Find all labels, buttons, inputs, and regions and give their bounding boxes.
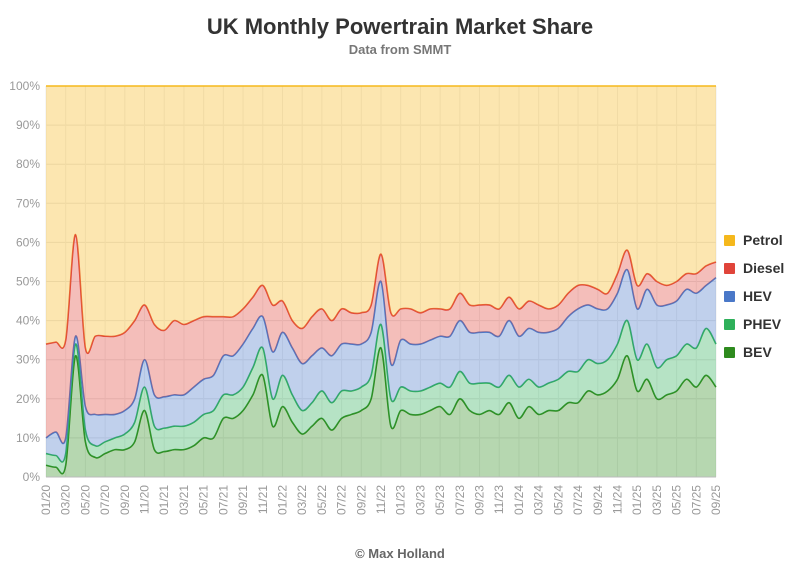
x-tick-label: 11/21 (256, 485, 270, 514)
legend-swatch (724, 318, 735, 330)
x-tick-label: 05/22 (315, 485, 329, 515)
line-hev (45, 268, 717, 445)
x-tick-label: 07/20 (98, 485, 112, 515)
x-tick-label: 05/20 (78, 485, 92, 515)
line-phev (45, 319, 717, 463)
legend-swatch (724, 290, 735, 302)
y-tick-label: 70% (16, 196, 40, 210)
x-tick-label: 11/22 (374, 485, 388, 514)
legend: Petrol Diesel HEV PHEV BEV (724, 226, 784, 366)
legend-label: Petrol (743, 232, 783, 248)
x-tick-label: 09/24 (591, 485, 605, 515)
x-tick-label: 01/22 (275, 485, 289, 515)
area-bev (46, 347, 716, 477)
x-tick-label: 03/23 (413, 485, 427, 515)
x-tick-label: 07/24 (571, 485, 585, 515)
x-tick-label: 03/25 (650, 485, 664, 515)
x-tick-label: 09/21 (236, 485, 250, 515)
y-tick-label: 60% (16, 235, 40, 249)
x-tick-label: 03/22 (295, 485, 309, 515)
x-tick-label: 01/21 (157, 485, 171, 515)
y-tick-label: 40% (16, 314, 40, 328)
legend-item-diesel[interactable]: Diesel (724, 254, 784, 282)
area-hev (46, 269, 716, 463)
legend-item-phev[interactable]: PHEV (724, 310, 784, 338)
chart-title: UK Monthly Powertrain Market Share (206, 14, 594, 39)
legend-item-petrol[interactable]: Petrol (724, 226, 784, 254)
x-tick-label: 11/23 (492, 485, 506, 514)
area-petrol (46, 86, 716, 354)
area-phev (46, 320, 716, 474)
x-tick-label: 05/21 (197, 485, 211, 515)
x-tick-label: 09/25 (709, 485, 723, 515)
y-tick-label: 0% (23, 470, 41, 484)
chart-subtitle: Data from SMMT (348, 42, 452, 57)
x-tick-label: 01/25 (630, 485, 644, 515)
y-tick-label: 30% (16, 353, 40, 367)
line-diesel (45, 233, 717, 355)
x-tick-label: 07/23 (453, 485, 467, 515)
legend-item-bev[interactable]: BEV (724, 338, 784, 366)
area-diesel (46, 234, 716, 444)
y-tick-label: 80% (16, 157, 40, 171)
x-tick-label: 11/20 (138, 485, 152, 514)
legend-swatch (724, 262, 735, 274)
x-tick-label: 09/23 (473, 485, 487, 515)
x-tick-label: 05/24 (551, 485, 565, 515)
x-tick-label: 03/21 (177, 485, 191, 515)
y-tick-label: 50% (16, 275, 40, 289)
x-tick-label: 05/23 (433, 485, 447, 515)
x-tick-label: 01/20 (39, 485, 53, 515)
legend-swatch (724, 234, 735, 246)
line-bev (45, 347, 717, 475)
x-tick-label: 09/22 (354, 485, 368, 515)
x-tick-label: 07/25 (689, 485, 703, 515)
legend-swatch (724, 346, 735, 358)
y-tick-label: 100% (9, 79, 40, 93)
x-tick-label: 03/24 (532, 485, 546, 515)
legend-item-hev[interactable]: HEV (724, 282, 784, 310)
x-tick-label: 11/24 (610, 485, 624, 514)
x-tick-label: 07/21 (216, 485, 230, 515)
y-tick-label: 20% (16, 392, 40, 406)
x-tick-label: 01/24 (512, 485, 526, 515)
legend-label: PHEV (743, 316, 782, 332)
x-tick-label: 05/25 (670, 485, 684, 515)
x-tick-label: 03/20 (59, 485, 73, 515)
y-tick-label: 10% (16, 431, 40, 445)
legend-label: Diesel (743, 260, 785, 276)
legend-label: BEV (743, 344, 772, 360)
legend-label: HEV (743, 288, 772, 304)
x-tick-label: 07/22 (335, 485, 349, 515)
x-tick-label: 09/20 (118, 485, 132, 515)
y-tick-label: 90% (16, 118, 40, 132)
chart-credit: © Max Holland (355, 546, 445, 561)
x-tick-label: 01/23 (394, 485, 408, 515)
